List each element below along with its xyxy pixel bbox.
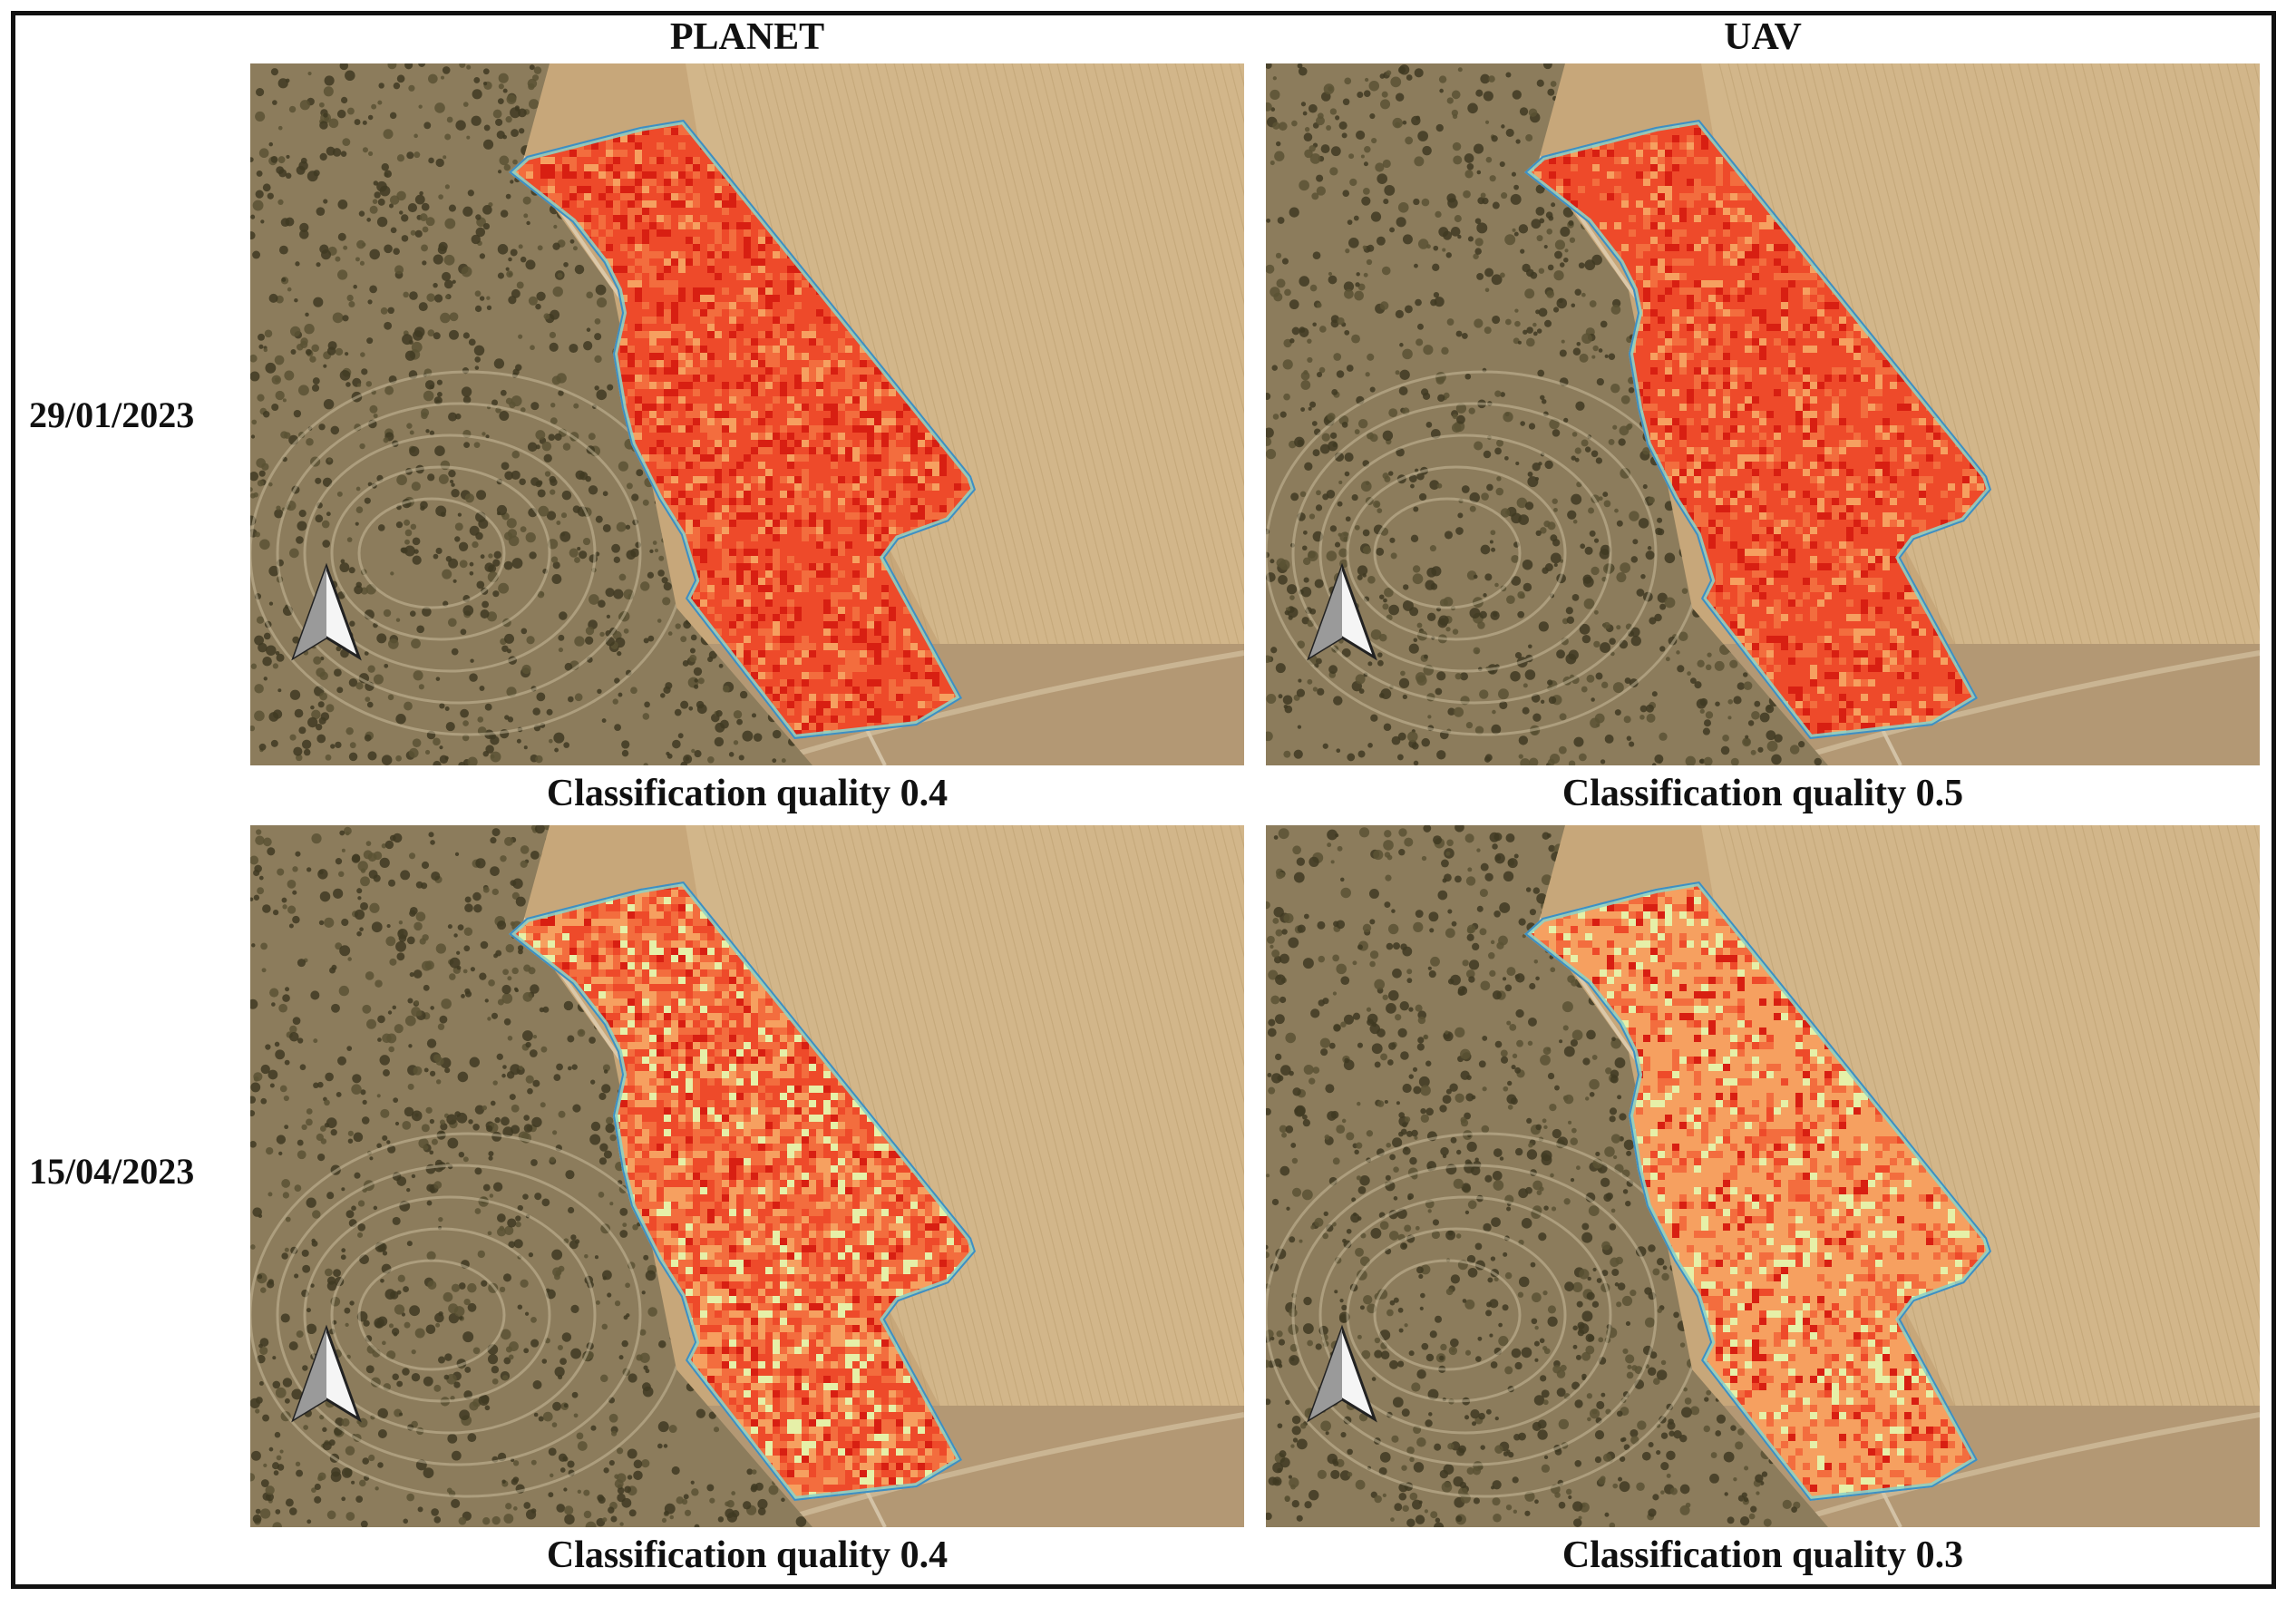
map-panel-uav-apr: [1266, 825, 2260, 1527]
caption-uav-jan: Classification quality 0.5: [1266, 766, 2260, 821]
map-svg: [1266, 825, 2260, 1527]
north-arrow-icon: [291, 562, 362, 661]
north-arrow-icon: [1307, 562, 1377, 661]
map-panel-uav-jan: [1266, 63, 2260, 765]
north-arrow-icon: [1307, 1324, 1377, 1423]
map-svg: [1266, 63, 2260, 765]
column-header-uav: UAV: [1266, 15, 2260, 60]
map-svg: [250, 825, 1244, 1527]
column-header-planet: PLANET: [250, 15, 1244, 60]
caption-planet-apr: Classification quality 0.4: [250, 1528, 1244, 1583]
north-arrow-icon: [291, 1324, 362, 1423]
caption-uav-apr: Classification quality 0.3: [1266, 1528, 2260, 1583]
caption-planet-jan: Classification quality 0.4: [250, 766, 1244, 821]
map-svg: [250, 63, 1244, 765]
row-label-date-1: 29/01/2023: [29, 388, 247, 443]
map-panel-planet-apr: [250, 825, 1244, 1527]
row-label-date-2: 15/04/2023: [29, 1144, 247, 1199]
map-panel-planet-jan: [250, 63, 1244, 765]
figure-frame: [11, 11, 2276, 1589]
